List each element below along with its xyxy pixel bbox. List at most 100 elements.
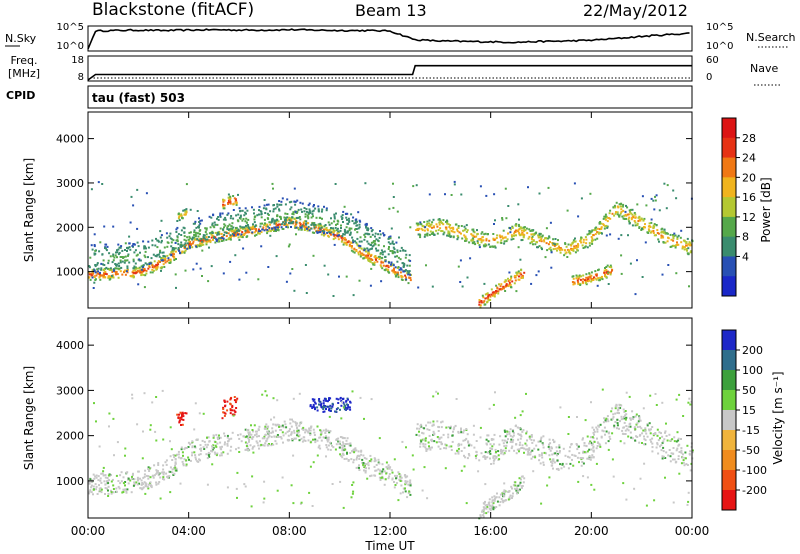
data-cell [315,230,318,233]
data-cell [638,418,641,421]
data-cell [492,462,495,465]
data-cell [551,447,553,450]
colorbar-tick-label: 24 [742,152,756,165]
data-cell [433,233,436,236]
data-cell [303,210,306,213]
data-cell [221,417,224,420]
data-cell [126,488,129,491]
data-cell [619,212,622,215]
data-cell [429,448,432,451]
colorbar-tick-label: 200 [742,344,763,357]
data-cell [577,243,579,246]
xtick-label: 00:00 [71,524,106,538]
data-cell [229,238,232,241]
data-cell [457,265,460,268]
data-cell [583,246,586,249]
data-cell [181,451,184,454]
data-cell [451,440,454,443]
data-cell [134,268,137,271]
data-cell [124,269,127,272]
data-cell [488,503,491,506]
data-cell [364,469,367,472]
data-cell [571,453,574,456]
data-cell [147,267,150,270]
data-cell [519,441,522,444]
data-cell [115,474,118,477]
data-cell [262,207,265,210]
data-cell [148,467,151,470]
data-cell [406,496,409,499]
colorbar-swatch [722,330,736,351]
data-cell [473,235,476,238]
data-cell [669,455,672,458]
data-cell [679,236,682,239]
data-cell [315,216,318,219]
data-cell [590,483,593,486]
data-cell [129,248,132,251]
data-cell [328,223,331,226]
data-cell [491,504,494,507]
power-colorbar-label: Power [dB] [759,177,773,242]
data-cell [133,481,136,484]
data-cell [614,206,617,209]
data-cell [265,228,267,231]
data-cell [127,477,130,480]
data-cell [336,219,339,222]
data-cell [356,237,359,240]
data-cell [346,231,349,234]
data-cell [341,447,344,449]
data-cell [376,239,379,242]
data-cell [241,236,244,239]
data-cell [688,241,691,244]
data-cell [143,269,146,272]
data-cell [217,233,220,236]
data-cell [500,448,503,451]
data-cell [318,231,321,234]
data-cell [124,481,127,483]
data-cell [450,230,453,232]
data-cell [575,277,578,280]
data-cell [429,230,432,233]
data-cell [620,234,623,237]
data-cell [376,260,379,263]
data-cell [385,472,388,475]
data-cell [217,437,220,440]
data-cell [627,435,630,438]
data-cell [510,275,513,278]
data-cell [452,228,455,231]
data-cell [619,407,622,409]
data-cell [119,474,122,477]
data-cell [231,230,234,233]
data-cell [509,494,512,497]
data-cell [660,228,663,231]
data-cell [537,234,540,237]
data-cell [428,445,430,448]
data-cell [486,292,489,295]
data-cell [124,484,126,487]
data-cell [521,410,524,413]
data-cell [313,431,316,434]
data-cell [596,437,598,440]
data-cell [115,264,118,267]
data-cell [389,466,392,469]
data-cell [402,266,405,268]
data-cell [540,237,543,240]
power-ylabel: Slant Range [km] [22,158,36,262]
data-cell [281,431,284,434]
data-cell [517,270,520,273]
data-cell [349,244,352,247]
data-cell [677,455,680,458]
data-cell [388,473,391,475]
data-cell [241,226,244,229]
data-cell [124,488,127,491]
data-cell [633,487,636,490]
data-cell [631,208,634,211]
data-cell [566,256,569,258]
data-cell [100,488,103,491]
data-cell [163,266,166,268]
data-cell [327,448,330,451]
data-cell [202,243,205,246]
data-cell [656,434,659,437]
data-cell [392,243,395,246]
data-cell [508,271,511,274]
